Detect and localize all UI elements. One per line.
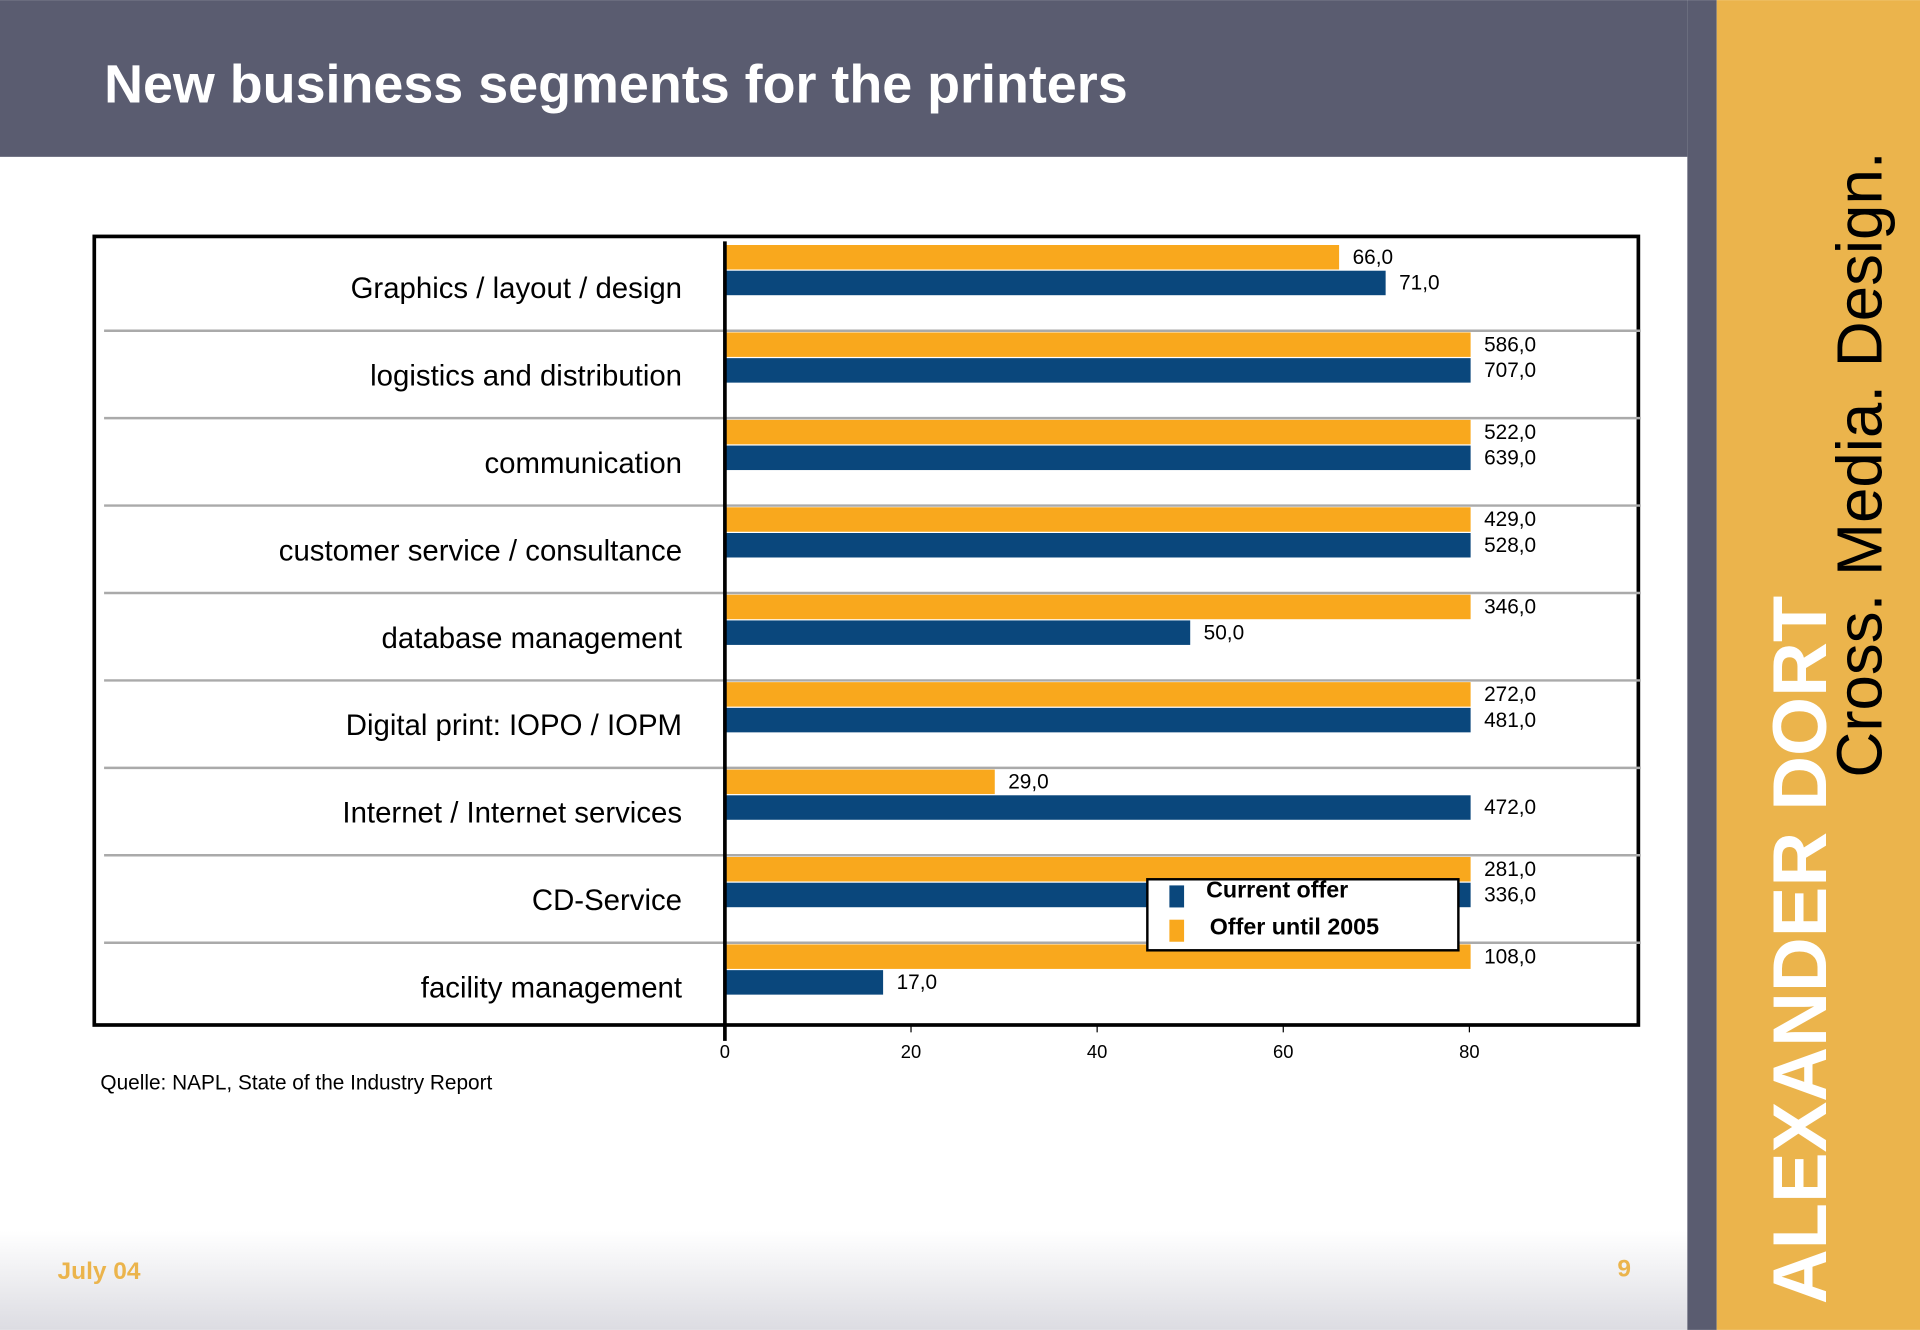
legend-swatch <box>1169 919 1185 942</box>
bar <box>724 707 1471 733</box>
page-number: 9 <box>1617 1255 1631 1282</box>
bar <box>724 795 1471 820</box>
value-label: 522,0 <box>1484 421 1536 444</box>
brand: ALEXANDER DORT <box>1758 596 1843 1304</box>
category-label: customer service / consultance <box>279 534 682 567</box>
value-label: 272,0 <box>1484 683 1536 706</box>
footer <box>0 1230 1688 1330</box>
bars <box>724 245 1471 995</box>
value-label: 29,0 <box>1008 771 1048 794</box>
side-band <box>1716 0 1920 1330</box>
x-tick-label: 20 <box>901 1041 921 1062</box>
category-label: CD-Service <box>532 884 682 917</box>
category-label: communication <box>484 447 682 480</box>
header <box>0 0 1688 157</box>
value-label: 66,0 <box>1353 246 1393 269</box>
value-label: 528,0 <box>1484 534 1536 557</box>
bar <box>724 419 1471 445</box>
category-label: database management <box>382 622 683 655</box>
bar <box>724 332 1471 357</box>
bar <box>724 970 884 995</box>
x-tick-label: 40 <box>1087 1041 1107 1062</box>
value-label: 481,0 <box>1484 709 1536 732</box>
bar <box>724 358 1471 383</box>
value-label: 108,0 <box>1484 945 1536 968</box>
source: Quelle: NAPL, State of the Industry Repo… <box>100 1071 492 1094</box>
legend-swatch <box>1169 885 1185 908</box>
value-label: 707,0 <box>1484 359 1536 382</box>
bar <box>724 445 1471 471</box>
category-label: logistics and distribution <box>370 360 682 393</box>
category-label: Internet / Internet services <box>342 797 682 830</box>
bar <box>724 270 1386 296</box>
labels: 66,0 71,0 586,0 707,0 522,0 639,0 429,0 528,0 34… <box>723 241 1536 1041</box>
bar <box>724 594 1471 620</box>
value-label: 429,0 <box>1484 508 1536 531</box>
value-label: 281,0 <box>1484 858 1536 881</box>
bar <box>724 857 1471 882</box>
value-label: 336,0 <box>1484 884 1536 907</box>
plot: Graphics / layout / design logistics and … <box>104 272 1641 1062</box>
legend: Current offer Offer until 2005 <box>1146 877 1460 952</box>
legend-box <box>1146 878 1460 952</box>
side-strip <box>1687 0 1717 1330</box>
bar <box>724 507 1471 532</box>
title: New business segments for the printers <box>104 54 1128 114</box>
bar <box>724 769 995 795</box>
x-tick-label: 80 <box>1459 1041 1479 1062</box>
value-label: 639,0 <box>1484 447 1536 470</box>
chart-frame <box>92 234 1641 1027</box>
value-label: 586,0 <box>1484 333 1536 356</box>
bar <box>724 620 1191 645</box>
value-label: 346,0 <box>1484 596 1536 619</box>
bar <box>724 682 1471 707</box>
legend-label: Current offer <box>1206 877 1348 903</box>
x-tick-label: 0 <box>720 1041 730 1062</box>
category-label: Digital print: IOPO / IOPM <box>346 709 682 742</box>
category-label: Graphics / layout / design <box>351 272 682 305</box>
value-label: 472,0 <box>1484 796 1536 819</box>
bar <box>724 533 1471 558</box>
legend-label: Offer until 2005 <box>1210 913 1379 939</box>
value-label: 50,0 <box>1204 621 1244 644</box>
date: July 04 <box>58 1258 141 1285</box>
tagline: Cross. Media. Design. <box>1825 151 1896 777</box>
value-label: 17,0 <box>897 971 937 994</box>
value-label: 71,0 <box>1399 272 1439 295</box>
bar <box>724 245 1340 270</box>
x-tick-label: 60 <box>1273 1041 1293 1062</box>
category-label: facility management <box>421 972 682 1005</box>
